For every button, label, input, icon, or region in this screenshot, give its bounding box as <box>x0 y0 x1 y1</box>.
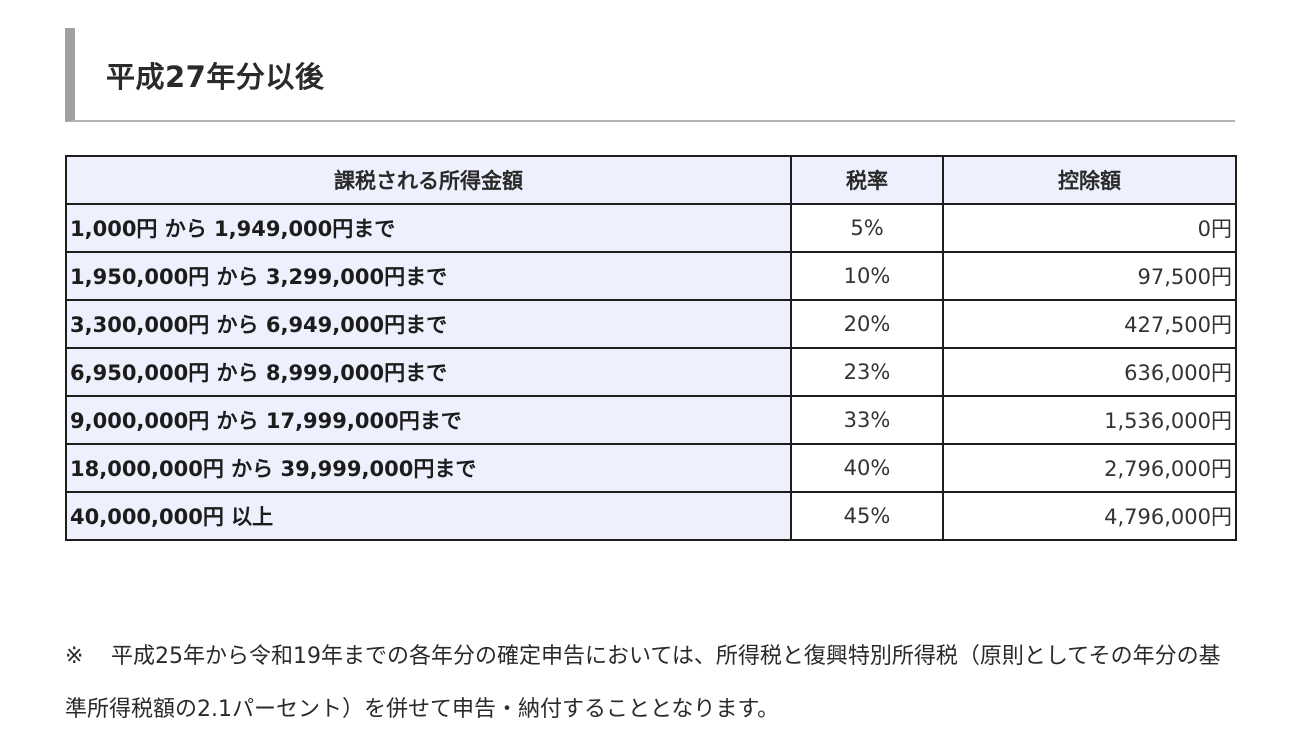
table-row: 9,000,000円 から 17,999,000円まで 33% 1,536,00… <box>65 395 1237 445</box>
table-row: 40,000,000円 以上 45% 4,796,000円 <box>65 491 1237 541</box>
tax-rate-cell: 20% <box>790 299 944 349</box>
tax-rate-cell: 33% <box>790 395 944 445</box>
footnote-text: 平成25年から令和19年までの各年分の確定申告においては、所得税と復興特別所得税… <box>65 644 1221 722</box>
table-row: 1,950,000円 から 3,299,000円まで 10% 97,500円 <box>65 251 1237 301</box>
table-row: 1,000円 から 1,949,000円まで 5% 0円 <box>65 203 1237 253</box>
income-range-cell: 1,000円 から 1,949,000円まで <box>65 203 792 253</box>
deduction-cell: 427,500円 <box>942 299 1237 349</box>
footnote-mark: ※ <box>65 644 84 669</box>
deduction-cell: 4,796,000円 <box>942 491 1237 541</box>
deduction-cell: 1,536,000円 <box>942 395 1237 445</box>
income-range-cell: 1,950,000円 から 3,299,000円まで <box>65 251 792 301</box>
table-row: 18,000,000円 から 39,999,000円まで 40% 2,796,0… <box>65 443 1237 493</box>
header-income: 課税される所得金額 <box>65 155 792 205</box>
income-range-cell: 18,000,000円 から 39,999,000円まで <box>65 443 792 493</box>
header-deduction: 控除額 <box>942 155 1237 205</box>
income-range-cell: 9,000,000円 から 17,999,000円まで <box>65 395 792 445</box>
header-rate: 税率 <box>790 155 944 205</box>
tax-rate-cell: 45% <box>790 491 944 541</box>
deduction-cell: 636,000円 <box>942 347 1237 397</box>
deduction-cell: 97,500円 <box>942 251 1237 301</box>
footnote: ※ 平成25年から令和19年までの各年分の確定申告においては、所得税と復興特別所得… <box>65 630 1240 736</box>
table-row: 6,950,000円 から 8,999,000円まで 23% 636,000円 <box>65 347 1237 397</box>
income-range-cell: 40,000,000円 以上 <box>65 491 792 541</box>
deduction-cell: 2,796,000円 <box>942 443 1237 493</box>
section-title: 平成27年分以後 <box>106 60 325 94</box>
income-range-cell: 6,950,000円 から 8,999,000円まで <box>65 347 792 397</box>
tax-rate-cell: 23% <box>790 347 944 397</box>
deduction-cell: 0円 <box>942 203 1237 253</box>
tax-rate-cell: 5% <box>790 203 944 253</box>
table-header-row: 課税される所得金額 税率 控除額 <box>65 155 1237 205</box>
tax-rate-table: 課税される所得金額 税率 控除額 1,000円 から 1,949,000円まで … <box>65 155 1237 541</box>
section-heading: 平成27年分以後 <box>65 28 1235 122</box>
tax-rate-cell: 10% <box>790 251 944 301</box>
income-range-cell: 3,300,000円 から 6,949,000円まで <box>65 299 792 349</box>
tax-rate-cell: 40% <box>790 443 944 493</box>
table-row: 3,300,000円 から 6,949,000円まで 20% 427,500円 <box>65 299 1237 349</box>
